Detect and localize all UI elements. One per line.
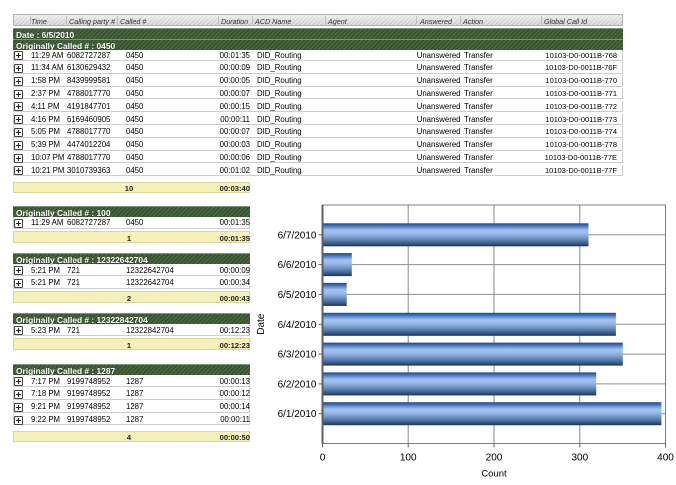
svg-text:Date: Date — [256, 313, 267, 335]
svg-text:300: 300 — [571, 453, 588, 464]
svg-text:100: 100 — [400, 453, 417, 464]
svg-text:Count: Count — [481, 469, 507, 480]
svg-text:6/2/2010: 6/2/2010 — [278, 379, 317, 390]
svg-text:400: 400 — [657, 453, 674, 464]
svg-text:6/3/2010: 6/3/2010 — [278, 350, 317, 361]
svg-text:6/7/2010: 6/7/2010 — [278, 230, 317, 241]
svg-text:6/5/2010: 6/5/2010 — [278, 290, 317, 301]
svg-text:200: 200 — [486, 453, 503, 464]
svg-text:0: 0 — [320, 453, 326, 464]
svg-text:6/6/2010: 6/6/2010 — [278, 260, 317, 271]
svg-text:6/1/2010: 6/1/2010 — [278, 409, 317, 420]
svg-text:6/4/2010: 6/4/2010 — [278, 320, 317, 331]
